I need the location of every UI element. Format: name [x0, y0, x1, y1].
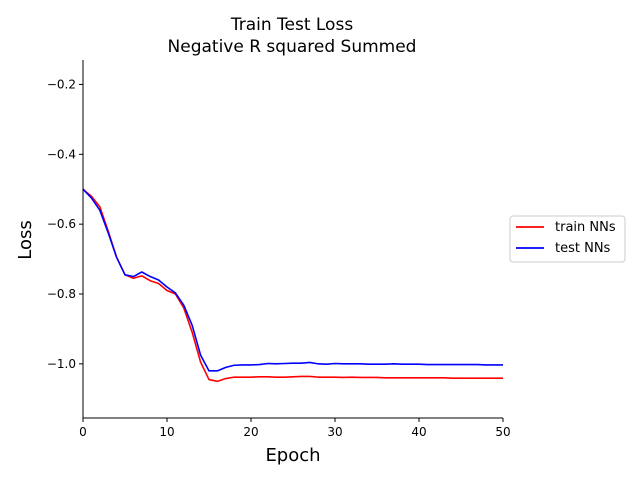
- x-axis-label: Epoch: [265, 445, 320, 466]
- legend: train NNs test NNs: [509, 215, 626, 263]
- y-tick-label: −1.0: [47, 357, 76, 371]
- x-tick-label: 30: [327, 425, 342, 439]
- series-line-test-nns: [82, 188, 503, 372]
- x-tick-label: 50: [495, 425, 510, 439]
- y-tick-label: −0.2: [47, 77, 76, 91]
- series-line-train-nns: [82, 188, 503, 383]
- chart-title: Train Test Loss Negative R squared Summe…: [168, 15, 417, 57]
- x-tick-label: 0: [79, 425, 87, 439]
- series-layer: [82, 188, 503, 383]
- chart-title-line-2: Negative R squared Summed: [168, 37, 417, 57]
- y-axis-ticks: −0.2 −0.4 −0.6 −0.8 −1.0: [47, 77, 83, 371]
- x-axis-ticks: 0 10 20 30 40 50: [79, 418, 511, 439]
- x-tick-label: 20: [243, 425, 258, 439]
- chart-title-line-1: Train Test Loss: [230, 15, 354, 35]
- plot-area: 0 10 20 30 40 50 −0.2 −0.4 −0.6 −0.8 −1.0: [47, 60, 511, 439]
- y-tick-label: −0.8: [47, 287, 76, 301]
- legend-label-test-nns: test NNs: [555, 241, 611, 256]
- legend-label-train-nns: train NNs: [555, 220, 616, 235]
- x-tick-label: 40: [411, 425, 426, 439]
- y-tick-label: −0.6: [47, 217, 76, 231]
- y-tick-label: −0.4: [47, 147, 76, 161]
- y-axis-label: Loss: [15, 220, 36, 259]
- x-tick-label: 10: [159, 425, 174, 439]
